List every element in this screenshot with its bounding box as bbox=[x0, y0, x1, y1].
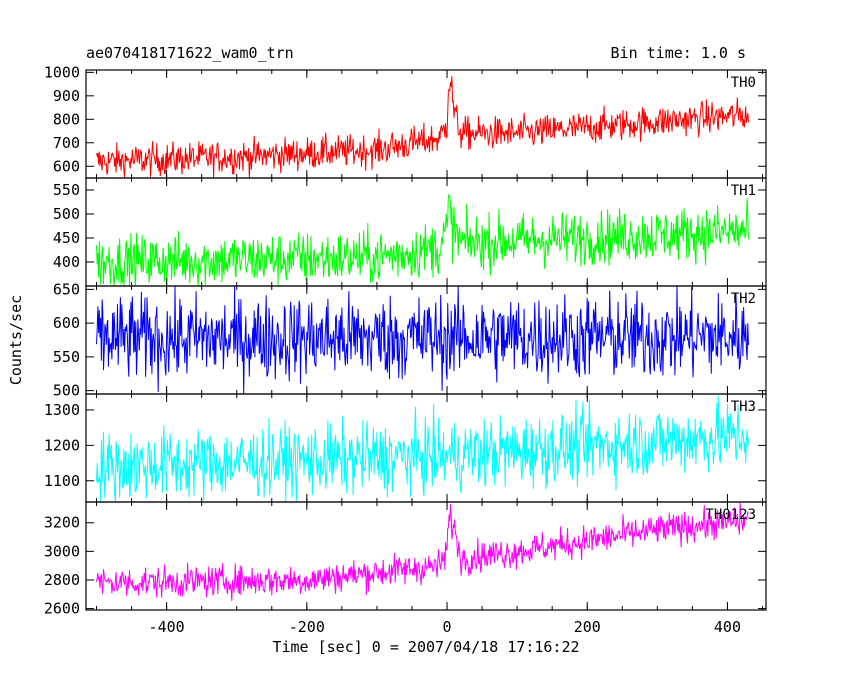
series-line-th2 bbox=[96, 285, 749, 395]
series-line-th1 bbox=[96, 194, 749, 287]
panel-label-th3: TH3 bbox=[731, 399, 756, 415]
y-tick-label-th0123: 3200 bbox=[44, 514, 80, 532]
y-tick-label-th1: 550 bbox=[53, 181, 80, 199]
y-tick-label-th0: 800 bbox=[53, 110, 80, 128]
series-line-th3 bbox=[96, 396, 749, 503]
y-tick-label-th2: 550 bbox=[53, 348, 80, 366]
panel-frame-th0123 bbox=[85, 501, 767, 611]
series-line-th0 bbox=[96, 76, 749, 179]
x-tick-label: -200 bbox=[289, 618, 325, 636]
y-tick-label-th0: 600 bbox=[53, 157, 80, 175]
y-tick-label-th2: 650 bbox=[53, 280, 80, 298]
x-axis-label: Time [sec] 0 = 2007/04/18 17:16:22 bbox=[272, 638, 580, 656]
y-tick-label-th3: 1100 bbox=[44, 472, 80, 490]
x-tick-label: 200 bbox=[574, 618, 601, 636]
y-tick-label-th0: 900 bbox=[53, 87, 80, 105]
panel-label-th0: TH0 bbox=[731, 75, 756, 91]
y-tick-label-th1: 450 bbox=[53, 229, 80, 247]
x-tick-label: -400 bbox=[149, 618, 185, 636]
series-line-th0123 bbox=[96, 502, 749, 601]
bin-time-label: Bin time: 1.0 s bbox=[610, 44, 746, 62]
y-tick-label-th1: 400 bbox=[53, 253, 80, 271]
y-tick-label-th2: 500 bbox=[53, 382, 80, 400]
panel-label-th1: TH1 bbox=[731, 183, 756, 199]
y-tick-label-th0: 700 bbox=[53, 134, 80, 152]
y-tick-label-th3: 1300 bbox=[44, 401, 80, 419]
y-tick-label-th2: 600 bbox=[53, 314, 80, 332]
y-tick-label-th3: 1200 bbox=[44, 436, 80, 454]
panel-label-th0123: TH0123 bbox=[705, 507, 756, 523]
x-tick-label: 400 bbox=[714, 618, 741, 636]
y-axis-label: Counts/sec bbox=[7, 294, 25, 386]
x-tick-label: 0 bbox=[443, 618, 452, 636]
y-tick-label-th1: 500 bbox=[53, 205, 80, 223]
panel-label-th2: TH2 bbox=[731, 291, 756, 307]
y-tick-label-th0123: 2600 bbox=[44, 600, 80, 618]
y-tick-label-th0123: 3000 bbox=[44, 542, 80, 560]
plot-object-title: ae070418171622_wam0_trn bbox=[86, 44, 294, 62]
y-tick-label-th0123: 2800 bbox=[44, 571, 80, 589]
y-tick-label-th0: 1000 bbox=[44, 63, 80, 81]
